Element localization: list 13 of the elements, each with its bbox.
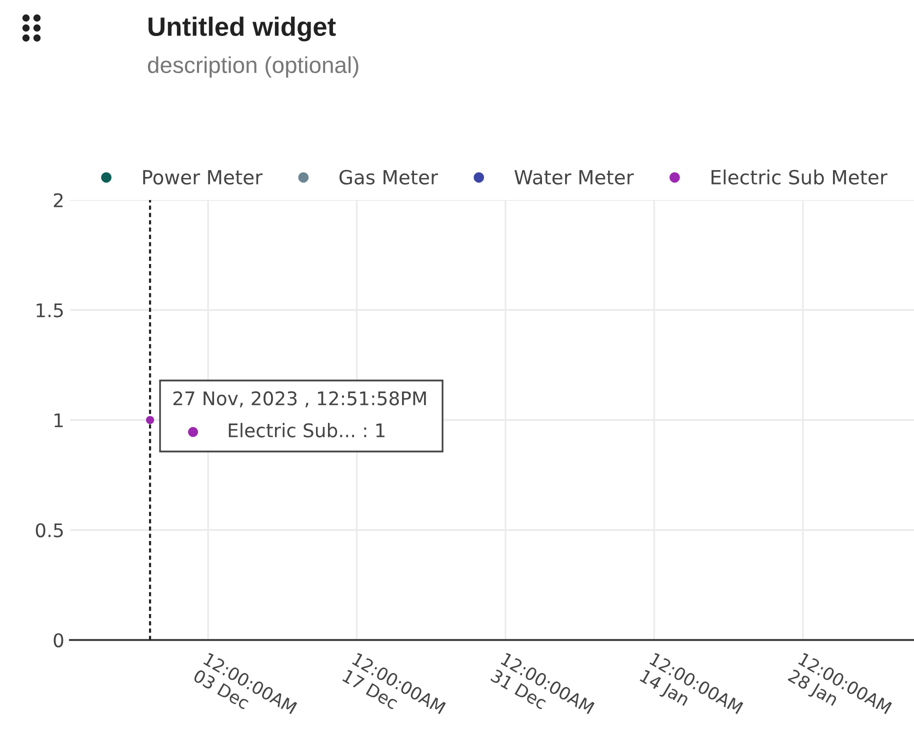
annotation: 27 Nov, 2023 , 12:51:58PM xyxy=(173,391,426,408)
y-tick-label: 2 xyxy=(54,193,63,208)
legend-label: Water Meter xyxy=(514,170,634,185)
chart-subtitle: description (optional) xyxy=(148,56,358,78)
y-tick-label: 0 xyxy=(54,633,64,648)
y-tick-label: 1 xyxy=(54,413,63,428)
legend-label: Power Meter xyxy=(143,170,263,185)
legend-label: Electric Sub Meter xyxy=(712,170,888,185)
y-tick-label: 1.5 xyxy=(36,303,63,318)
y-tick-label: 0.5 xyxy=(36,523,63,538)
legend-label: Gas Meter xyxy=(340,170,438,185)
annotation: Electric Sub... : 1 xyxy=(228,422,384,438)
chart-title: Untitled widget xyxy=(148,16,336,42)
